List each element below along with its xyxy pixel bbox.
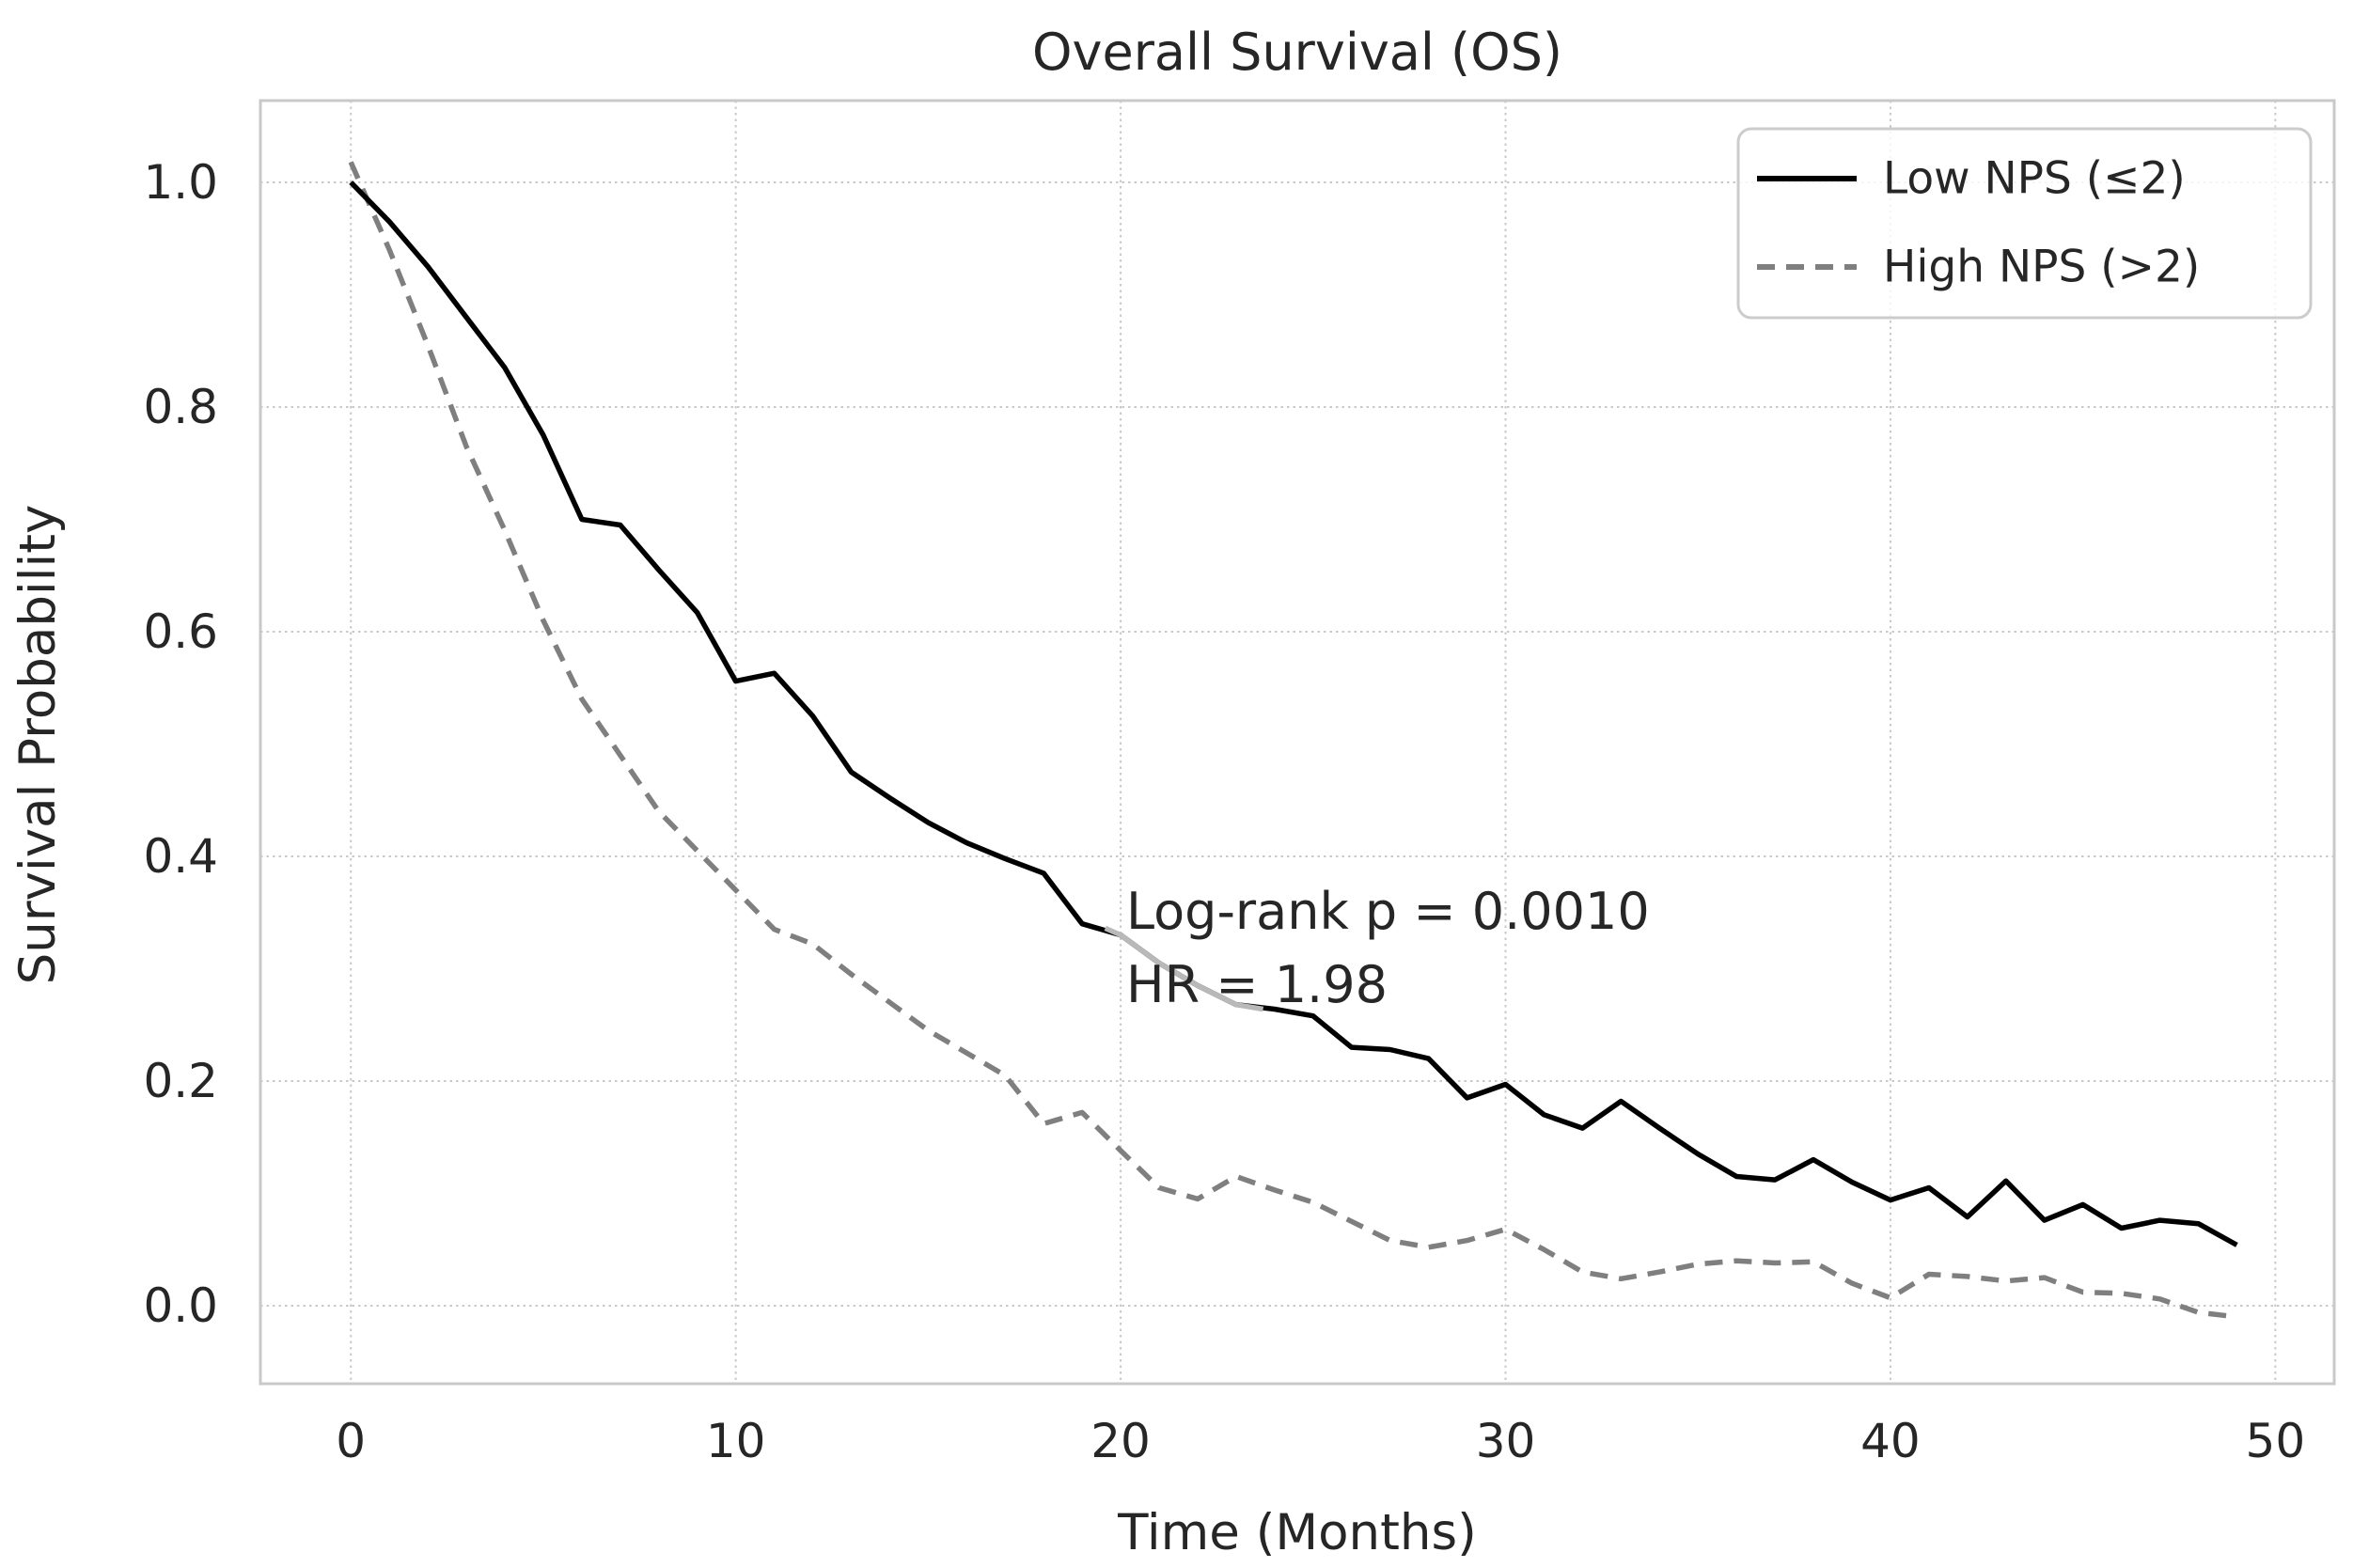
series-paths [348, 161, 2238, 1320]
chart-title: Overall Survival (OS) [1032, 23, 1562, 82]
legend-label-low: Low NPS (≤2) [1883, 153, 2186, 205]
x-tick-label: 20 [1090, 1414, 1151, 1468]
annotation-line1: Log-rank p = 0.0010 [1126, 882, 1650, 941]
y-tick-label: 0.4 [143, 829, 218, 884]
x-tick-label: 30 [1476, 1414, 1536, 1468]
x-axis-label: Time (Months) [1117, 1504, 1477, 1561]
x-tick-label: 10 [706, 1414, 766, 1468]
y-tick-labels: 0.0 0.2 0.4 0.6 0.8 1.0 [143, 155, 218, 1333]
y-tick-label: 0.2 [143, 1054, 218, 1108]
x-tick-label: 0 [336, 1414, 366, 1468]
legend-label-high: High NPS (>2) [1883, 242, 2200, 293]
y-tick-label: 0.6 [143, 604, 218, 659]
series-line-low-nps [349, 180, 2238, 1247]
legend-box [1736, 127, 2313, 320]
y-tick-label: 0.8 [143, 380, 218, 434]
series-line-low-nps-faded-segment [1104, 925, 1264, 1012]
y-tick-label: 0.0 [143, 1278, 218, 1333]
x-tick-label: 40 [1860, 1414, 1921, 1468]
x-tick-labels: 0 10 20 30 40 50 [336, 1414, 2305, 1468]
legend: Low NPS (≤2) High NPS (>2) [1736, 127, 2313, 320]
y-axis-label: Survival Probability [9, 505, 67, 985]
y-tick-label: 1.0 [143, 155, 218, 210]
series-line-high-nps [348, 161, 2237, 1320]
annotation-line2: HR = 1.98 [1126, 955, 1388, 1014]
x-tick-label: 50 [2246, 1414, 2306, 1468]
